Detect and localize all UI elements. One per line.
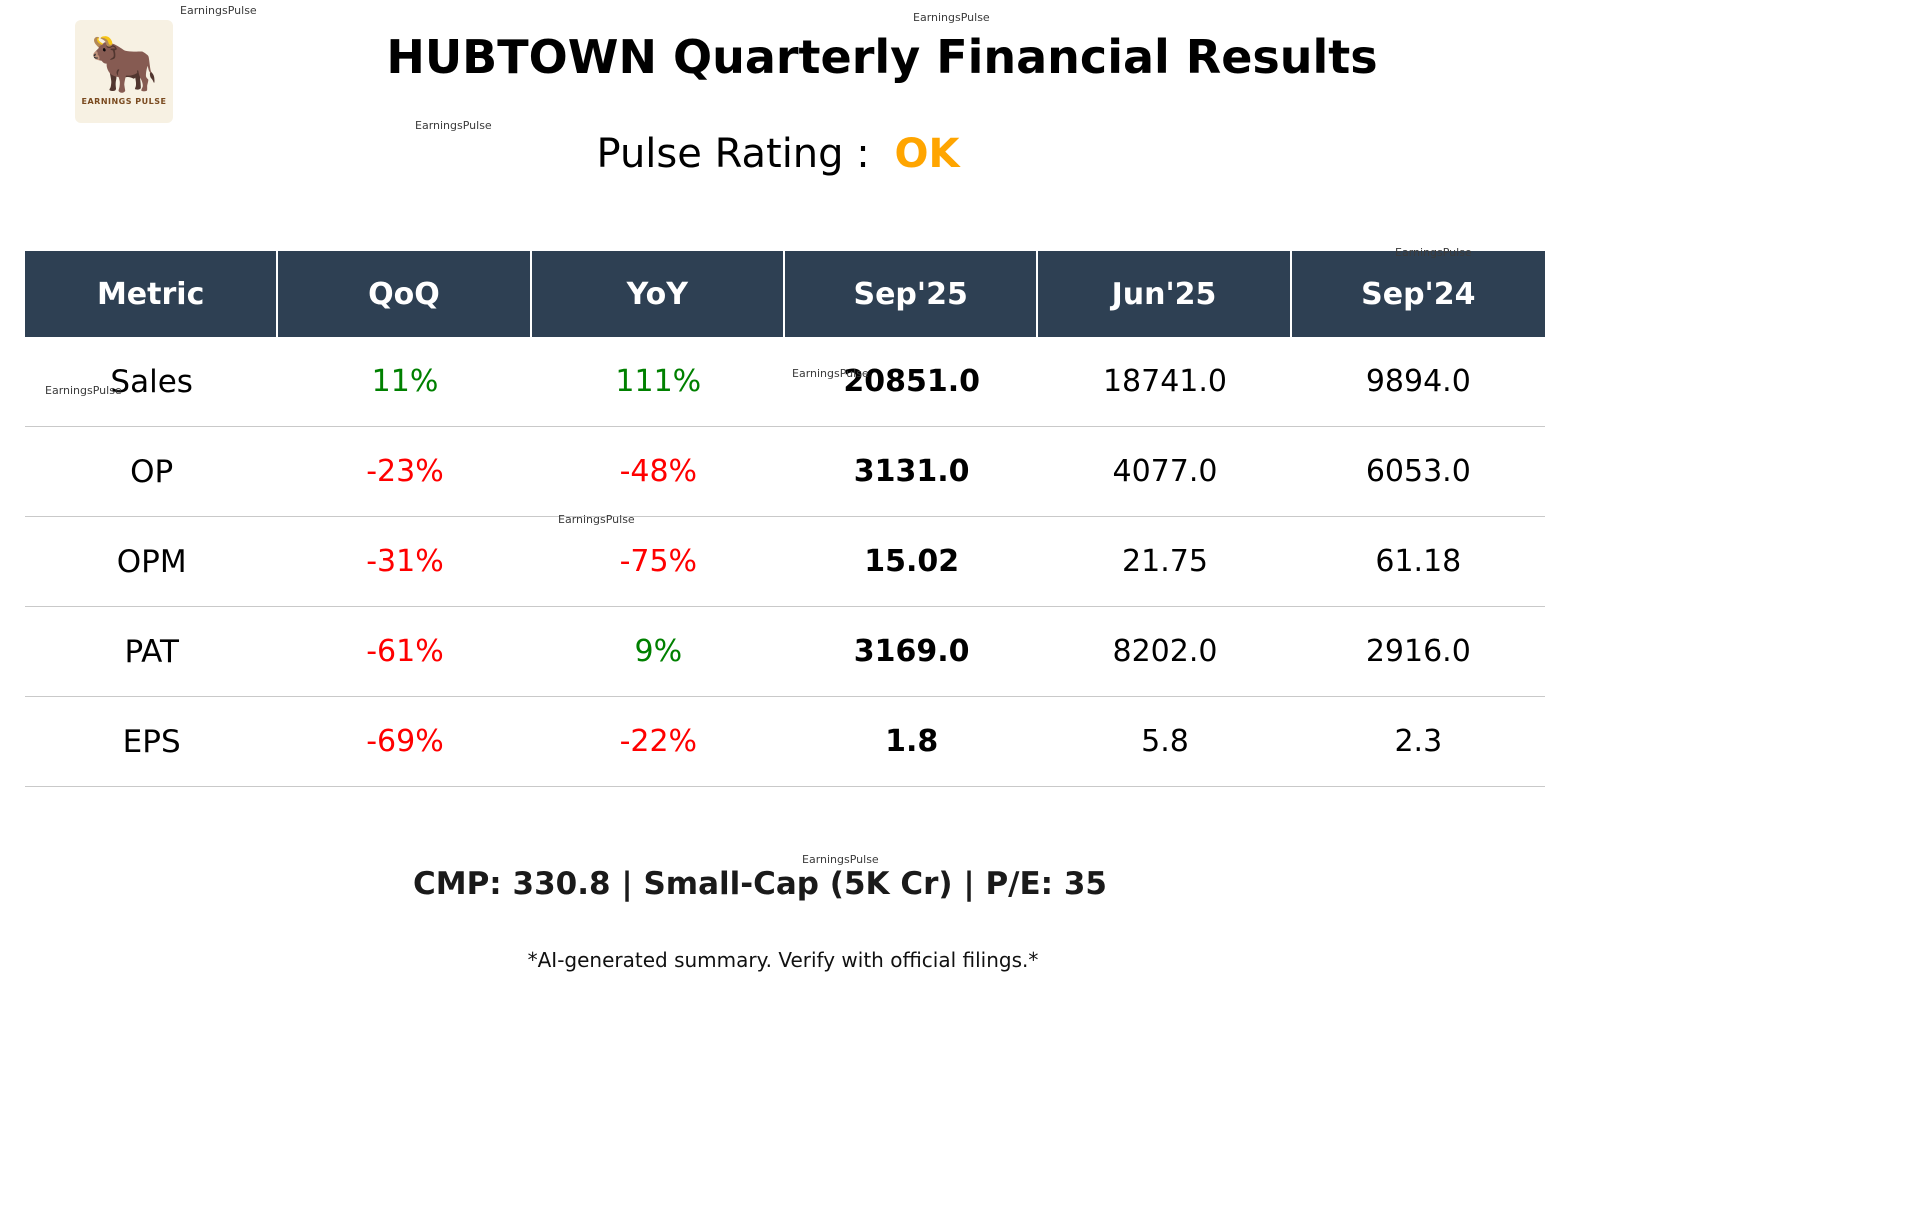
watermark-text: EarningsPulse xyxy=(180,4,257,17)
metric-cell: Sales xyxy=(110,363,193,400)
metric-cell: EPS xyxy=(122,723,181,760)
value-cell: -48% xyxy=(619,454,698,489)
logo-caption: EARNINGS PULSE xyxy=(81,97,167,106)
disclaimer-text: *AI-generated summary. Verify with offic… xyxy=(527,948,1039,972)
value-cell: 1.8 xyxy=(885,724,939,759)
value-cell: 8202.0 xyxy=(1112,634,1218,669)
table-row: Sales 11% 111% 20851.0 18741.0 9894.0 xyxy=(25,337,1545,427)
value-cell: 9894.0 xyxy=(1365,364,1471,399)
value-cell: 2.3 xyxy=(1394,724,1443,759)
value-cell: 15.02 xyxy=(864,544,960,579)
pulse-rating-label: Pulse Rating : xyxy=(596,131,870,177)
column-header: YoY xyxy=(532,251,785,337)
watermark-text: EarningsPulse xyxy=(45,384,122,397)
value-cell: -31% xyxy=(366,544,444,579)
value-cell: 3169.0 xyxy=(853,634,970,669)
column-header: Sep'24 xyxy=(1361,276,1476,312)
value-cell: 9% xyxy=(634,634,683,669)
value-cell: -75% xyxy=(619,544,698,579)
watermark-text: EarningsPulse xyxy=(792,367,869,380)
table-body: Sales 11% 111% 20851.0 18741.0 9894.0 OP -23% -4… xyxy=(25,337,1545,787)
pulse-rating: Pulse Rating : OK xyxy=(0,128,1556,180)
column-header: Jun'25 xyxy=(1038,251,1292,337)
table-header-row: Metric QoQ YoY Sep'25 Jun'25 Sep'24 xyxy=(25,251,1545,337)
table-row: OPM -31% -75% 15.02 21.75 61.18 xyxy=(25,517,1545,607)
column-header: Sep'25 xyxy=(785,251,1039,337)
value-cell: 6053.0 xyxy=(1365,454,1471,489)
table-row: PAT -61% 9% 3169.0 8202.0 2916.0 xyxy=(25,607,1545,697)
value-cell: 111% xyxy=(615,364,702,399)
value-cell: 20851.0 xyxy=(843,364,980,399)
metric-cell: OP xyxy=(130,453,174,490)
table-row: OP -23% -48% 3131.0 4077.0 6053.0 xyxy=(25,427,1545,517)
column-header: Metric xyxy=(25,251,279,337)
value-cell: 21.75 xyxy=(1122,544,1208,579)
metric-cell: OPM xyxy=(116,543,187,580)
value-cell: 11% xyxy=(371,364,439,399)
bull-icon: 🐂 xyxy=(89,32,159,97)
value-cell: 2916.0 xyxy=(1365,634,1471,669)
watermark-text: EarningsPulse xyxy=(415,119,492,132)
value-cell: -22% xyxy=(619,724,698,759)
metric-cell: PAT xyxy=(124,633,179,670)
value-cell: 61.18 xyxy=(1375,544,1462,579)
watermark-text: EarningsPulse xyxy=(1395,246,1472,259)
value-cell: -23% xyxy=(366,454,444,489)
column-header: QoQ xyxy=(278,251,532,337)
value-cell: 3131.0 xyxy=(853,454,970,489)
table-row: EPS -69% -22% 1.8 5.8 2.3 xyxy=(25,697,1545,787)
watermark-text: EarningsPulse xyxy=(558,513,635,526)
financials-table: Metric QoQ YoY Sep'25 Jun'25 Sep'24 Sales 11% 1… xyxy=(25,251,1545,787)
value-cell: 5.8 xyxy=(1141,724,1189,759)
page-title: HUBTOWN Quarterly Financial Results xyxy=(386,30,1378,84)
pulse-rating-value: OK xyxy=(894,131,960,177)
value-cell: -61% xyxy=(366,634,444,669)
value-cell: 4077.0 xyxy=(1112,454,1218,489)
cmp-summary: CMP: 330.8 | Small-Cap (5K Cr) | P/E: 35 xyxy=(412,866,1107,902)
earnings-pulse-logo: 🐂 EARNINGS PULSE xyxy=(75,20,173,123)
watermark-text: EarningsPulse xyxy=(913,11,990,24)
watermark-text: EarningsPulse xyxy=(802,853,879,866)
value-cell: -69% xyxy=(366,724,444,759)
value-cell: 18741.0 xyxy=(1102,364,1228,399)
